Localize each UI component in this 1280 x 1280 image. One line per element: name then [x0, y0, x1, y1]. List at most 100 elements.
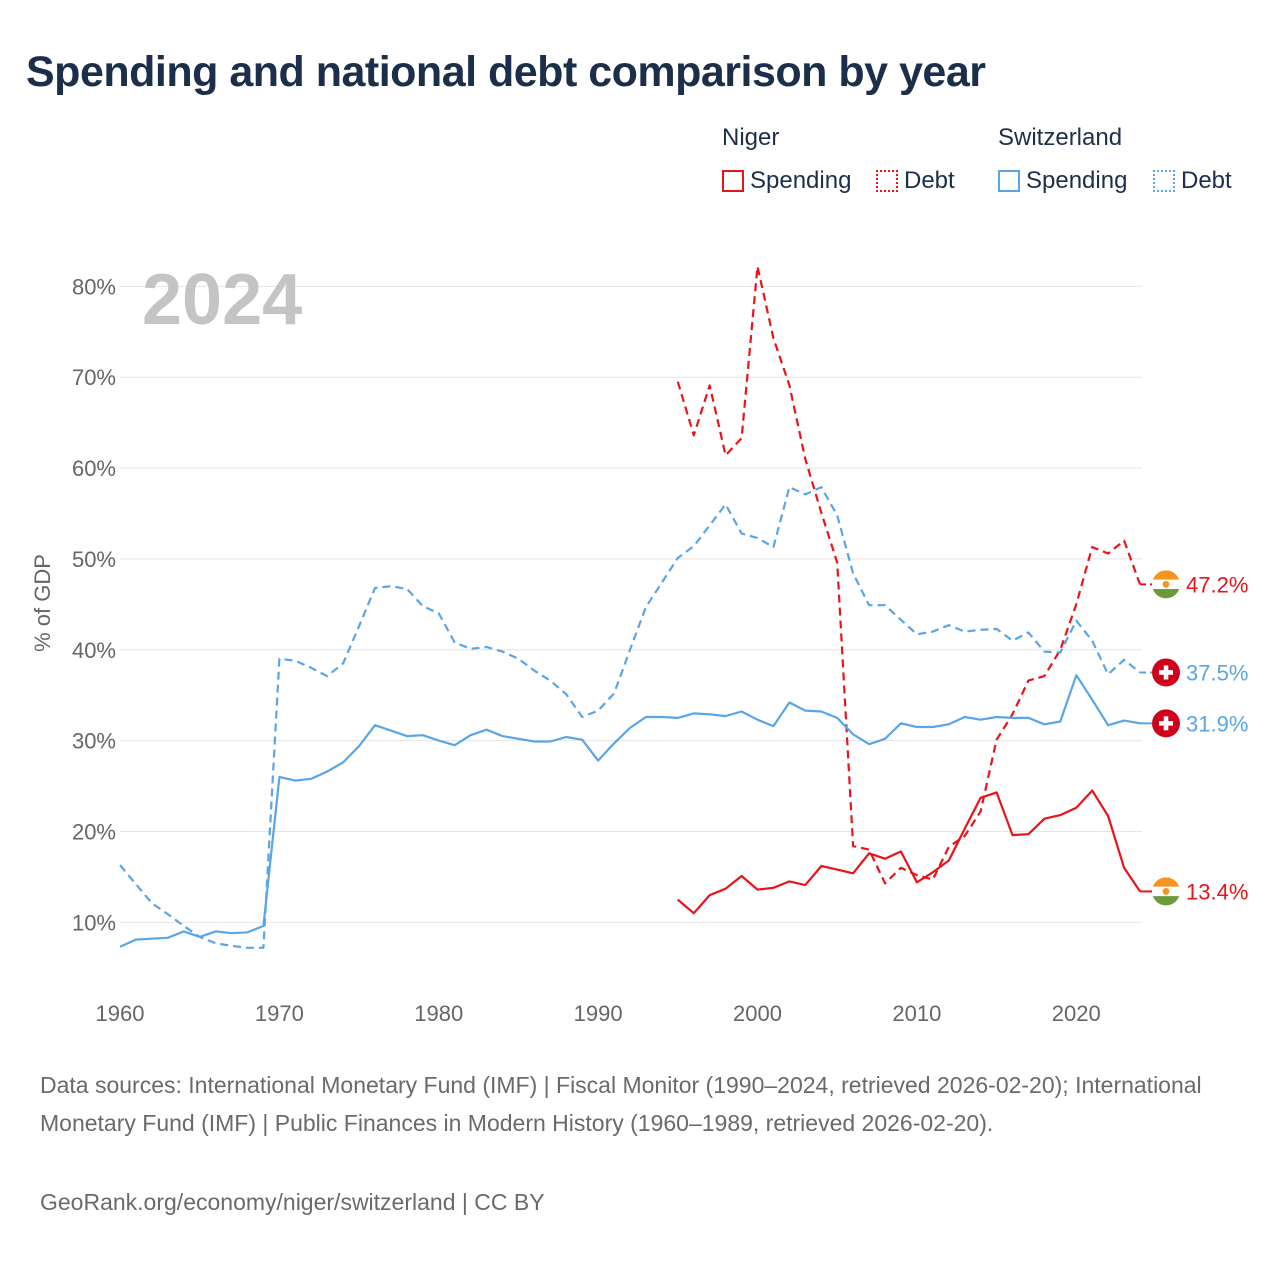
data-point[interactable]	[786, 878, 792, 884]
data-point[interactable]	[627, 725, 633, 731]
data-point[interactable]	[213, 928, 219, 934]
data-point[interactable]	[452, 639, 458, 645]
data-point[interactable]	[834, 560, 840, 566]
data-point[interactable]	[1105, 722, 1111, 728]
data-point[interactable]	[643, 604, 649, 610]
data-point[interactable]	[850, 870, 856, 876]
data-point[interactable]	[372, 585, 378, 591]
data-point[interactable]	[404, 586, 410, 592]
data-point[interactable]	[962, 629, 968, 635]
data-point[interactable]	[739, 873, 745, 879]
data-point[interactable]	[770, 885, 776, 891]
data-point[interactable]	[611, 740, 617, 746]
data-point[interactable]	[515, 656, 521, 662]
data-point[interactable]	[675, 555, 681, 561]
data-point[interactable]	[930, 724, 936, 730]
data-point[interactable]	[898, 617, 904, 623]
data-point[interactable]	[276, 656, 282, 662]
data-point[interactable]	[1010, 638, 1016, 644]
data-point[interactable]	[946, 721, 952, 727]
data-point[interactable]	[579, 714, 585, 720]
data-point[interactable]	[245, 929, 251, 935]
data-point[interactable]	[547, 739, 553, 745]
data-point[interactable]	[882, 856, 888, 862]
data-point[interactable]	[1073, 601, 1079, 607]
legend-switzerland-debt[interactable]: Debt	[1153, 166, 1232, 196]
data-point[interactable]	[978, 717, 984, 723]
data-point[interactable]	[181, 923, 187, 929]
data-point[interactable]	[388, 728, 394, 734]
data-point[interactable]	[1057, 812, 1063, 818]
data-point[interactable]	[818, 484, 824, 490]
data-point[interactable]	[802, 491, 808, 497]
data-point[interactable]	[500, 733, 506, 739]
data-point[interactable]	[1057, 649, 1063, 655]
data-point[interactable]	[755, 717, 761, 723]
data-point[interactable]	[292, 658, 298, 664]
data-point[interactable]	[962, 833, 968, 839]
data-point[interactable]	[691, 910, 697, 916]
data-point[interactable]	[691, 432, 697, 438]
data-point[interactable]	[1089, 788, 1095, 794]
data-point[interactable]	[372, 722, 378, 728]
data-point[interactable]	[1121, 718, 1127, 724]
data-point[interactable]	[818, 709, 824, 715]
data-point[interactable]	[930, 629, 936, 635]
data-point[interactable]	[1025, 831, 1031, 837]
data-point[interactable]	[802, 708, 808, 714]
data-point[interactable]	[149, 936, 155, 942]
data-point[interactable]	[786, 382, 792, 388]
data-point[interactable]	[149, 900, 155, 906]
data-point[interactable]	[1010, 832, 1016, 838]
data-point[interactable]	[1025, 715, 1031, 721]
data-point[interactable]	[515, 736, 521, 742]
data-point[interactable]	[707, 522, 713, 528]
data-point[interactable]	[850, 731, 856, 737]
data-point[interactable]	[946, 844, 952, 850]
data-point[interactable]	[818, 510, 824, 516]
data-point[interactable]	[165, 911, 171, 917]
data-point[interactable]	[707, 382, 713, 388]
data-point[interactable]	[866, 602, 872, 608]
data-point[interactable]	[563, 734, 569, 740]
data-point[interactable]	[898, 865, 904, 871]
data-point[interactable]	[946, 622, 952, 628]
data-point[interactable]	[1073, 618, 1079, 624]
data-point[interactable]	[1105, 813, 1111, 819]
data-point[interactable]	[1057, 719, 1063, 725]
data-point[interactable]	[739, 435, 745, 441]
series-line-switzerland-debt[interactable]	[119, 486, 1141, 949]
data-point[interactable]	[595, 758, 601, 764]
data-point[interactable]	[994, 789, 1000, 795]
data-point[interactable]	[770, 335, 776, 341]
data-point[interactable]	[834, 867, 840, 873]
data-point[interactable]	[818, 863, 824, 869]
data-point[interactable]	[914, 724, 920, 730]
data-point[interactable]	[898, 720, 904, 726]
data-point[interactable]	[181, 928, 187, 934]
data-point[interactable]	[579, 737, 585, 743]
data-point[interactable]	[611, 690, 617, 696]
data-point[interactable]	[500, 649, 506, 655]
data-point[interactable]	[946, 858, 952, 864]
data-point[interactable]	[452, 742, 458, 748]
data-point[interactable]	[324, 673, 330, 679]
data-point[interactable]	[1041, 673, 1047, 679]
data-point[interactable]	[356, 743, 362, 749]
data-point[interactable]	[595, 708, 601, 714]
data-point[interactable]	[707, 892, 713, 898]
data-point[interactable]	[627, 647, 633, 653]
data-point[interactable]	[245, 945, 251, 951]
data-point[interactable]	[994, 714, 1000, 720]
data-point[interactable]	[133, 937, 139, 943]
data-point[interactable]	[962, 714, 968, 720]
data-point[interactable]	[786, 484, 792, 490]
data-point[interactable]	[1121, 865, 1127, 871]
data-point[interactable]	[340, 660, 346, 666]
data-point[interactable]	[723, 713, 729, 719]
data-point[interactable]	[1041, 816, 1047, 822]
data-point[interactable]	[229, 943, 235, 949]
data-point[interactable]	[1073, 805, 1079, 811]
data-point[interactable]	[834, 512, 840, 518]
data-point[interactable]	[1089, 544, 1095, 550]
